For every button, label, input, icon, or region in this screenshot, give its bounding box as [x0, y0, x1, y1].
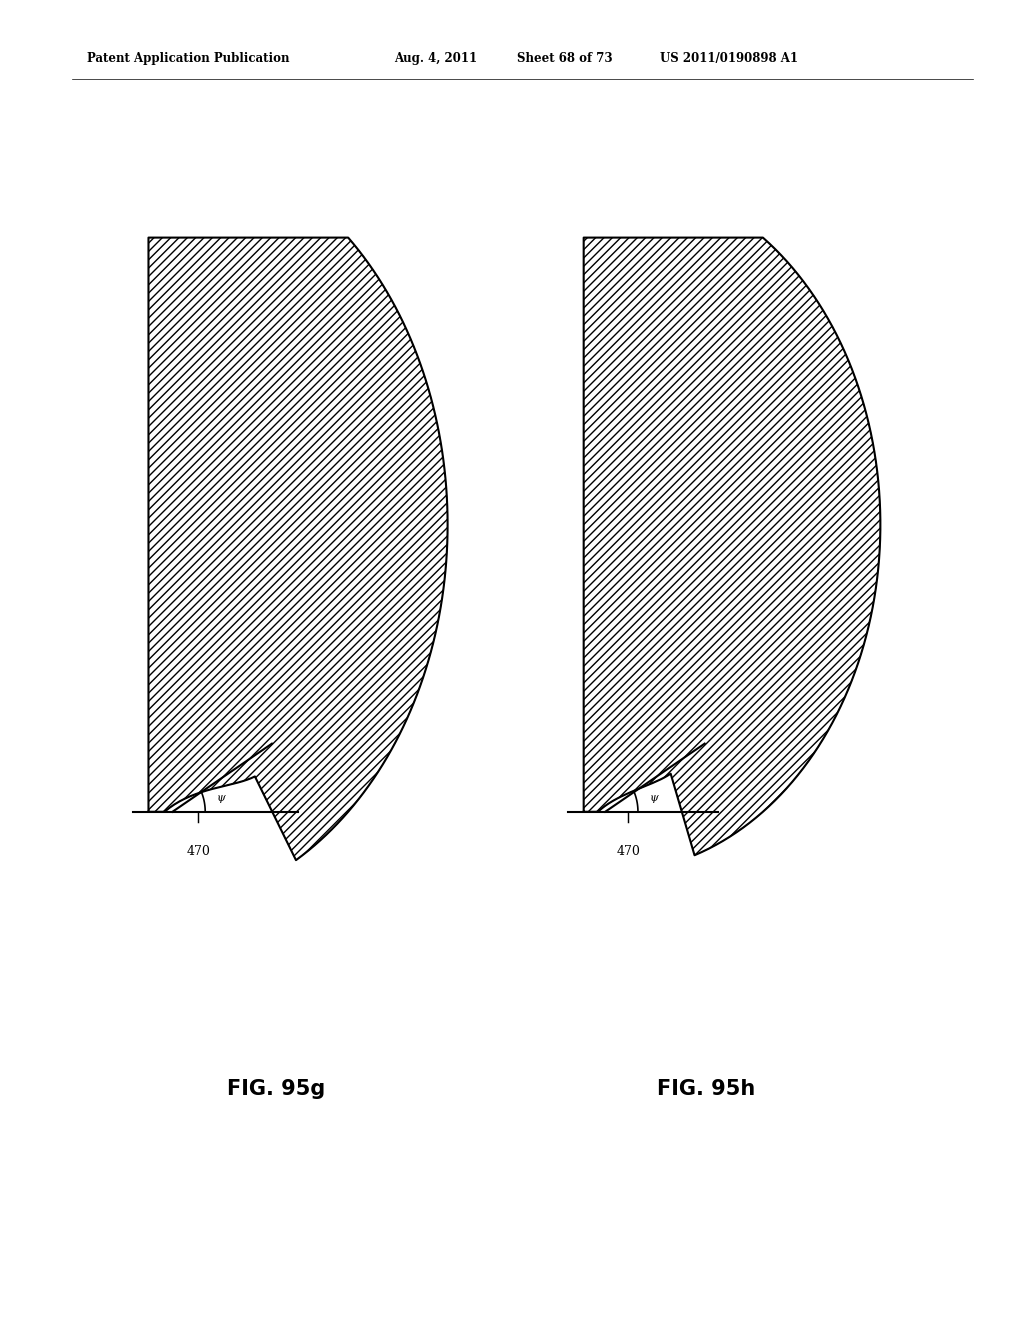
- Text: FIG. 95h: FIG. 95h: [657, 1078, 756, 1100]
- Text: US 2011/0190898 A1: US 2011/0190898 A1: [660, 51, 799, 65]
- Polygon shape: [584, 238, 881, 855]
- Text: FIG. 95g: FIG. 95g: [227, 1078, 326, 1100]
- Text: Aug. 4, 2011: Aug. 4, 2011: [394, 51, 477, 65]
- Text: Sheet 68 of 73: Sheet 68 of 73: [517, 51, 612, 65]
- Polygon shape: [148, 238, 447, 861]
- Text: ψ: ψ: [650, 793, 658, 803]
- Text: ψ: ψ: [217, 793, 226, 803]
- Text: 470: 470: [186, 845, 210, 858]
- Text: 470: 470: [616, 845, 640, 858]
- Text: Patent Application Publication: Patent Application Publication: [87, 51, 290, 65]
